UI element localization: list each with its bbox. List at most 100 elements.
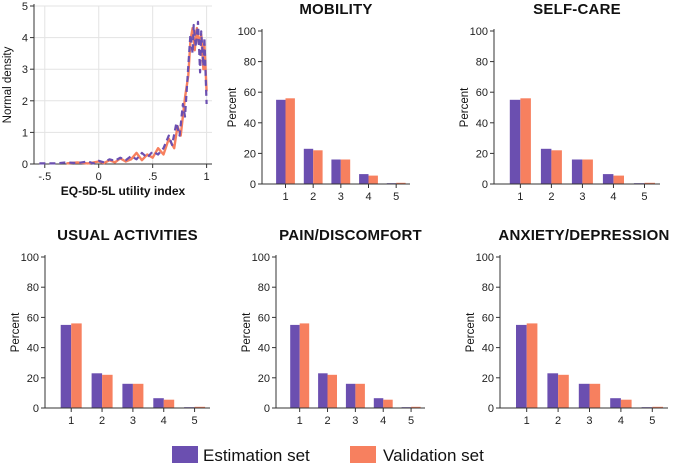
y-tick-label: 60 bbox=[27, 312, 39, 324]
y-tick-label: 2 bbox=[22, 96, 28, 108]
x-tick-label: 2 bbox=[310, 191, 316, 203]
x-tick-label: 2 bbox=[324, 415, 330, 427]
y-tick-label: 40 bbox=[482, 343, 494, 355]
bar-validation-level-2 bbox=[551, 150, 562, 184]
legend: Estimation set Validation set bbox=[172, 446, 484, 465]
y-tick-label: 5 bbox=[22, 1, 28, 13]
y-tick-label: 40 bbox=[244, 118, 256, 130]
legend-swatch-estimation bbox=[172, 446, 198, 463]
density-line-validation bbox=[66, 26, 208, 165]
x-tick-label: 1 bbox=[204, 171, 210, 183]
y-axis-label: Percent bbox=[10, 312, 22, 352]
y-axis-label: Percent bbox=[465, 312, 477, 352]
panel-usual-activities: 0 20 40 60 80 100 Percent 1 2 3 4 5 USUAL ACTIVITIES bbox=[10, 227, 210, 427]
x-tick-label: 2 bbox=[99, 415, 105, 427]
y-tick-label: 3 bbox=[22, 64, 28, 76]
bar-validation-level-2 bbox=[327, 374, 337, 408]
bar-estimation-level-2 bbox=[303, 148, 314, 184]
x-tick-label: 4 bbox=[380, 415, 386, 427]
density-line-estimation bbox=[39, 20, 208, 165]
y-tick-label: 100 bbox=[470, 26, 488, 38]
bar-estimation-level-3 bbox=[578, 383, 590, 408]
panel-title: PAIN/DISCOMFORT bbox=[279, 227, 422, 244]
y-tick-label: 0 bbox=[488, 403, 494, 415]
x-tick-label: 3 bbox=[338, 191, 344, 203]
panel-pain-discomfort: 0 20 40 60 80 100 Percent 1 2 3 4 5 PAIN/DISCOMFORT bbox=[241, 227, 425, 427]
bar-estimation-level-1 bbox=[509, 99, 521, 184]
x-tick-label: 3 bbox=[130, 415, 136, 427]
x-tick-label: 4 bbox=[161, 415, 167, 427]
y-tick-label: 20 bbox=[482, 373, 494, 385]
y-tick-label: 0 bbox=[250, 179, 256, 191]
bar-estimation-level-3 bbox=[571, 159, 583, 184]
y-tick-label: 0 bbox=[482, 179, 488, 191]
bar-estimation-level-3 bbox=[331, 159, 341, 184]
y-tick-label: 20 bbox=[258, 373, 270, 385]
bar-validation-level-5 bbox=[194, 406, 206, 408]
x-tick-label: 5 bbox=[408, 415, 414, 427]
bar-validation-level-1 bbox=[71, 323, 82, 408]
bar-estimation-level-1 bbox=[60, 324, 72, 408]
y-tick-label: 60 bbox=[482, 312, 494, 324]
bar-estimation-level-4 bbox=[610, 398, 621, 408]
x-tick-label: 4 bbox=[618, 415, 624, 427]
bar-validation-level-3 bbox=[132, 383, 144, 408]
y-tick-label: 20 bbox=[244, 148, 256, 160]
panel-title: SELF-CARE bbox=[533, 1, 621, 18]
panel-title: USUAL ACTIVITIES bbox=[57, 227, 198, 244]
x-axis-label: EQ-5D-5L utility index bbox=[61, 184, 186, 198]
bar-validation-level-5 bbox=[411, 406, 421, 408]
x-tick-label: 4 bbox=[365, 191, 371, 203]
x-tick-label: 3 bbox=[579, 191, 585, 203]
y-axis-label: Percent bbox=[227, 87, 239, 127]
x-tick-label: 5 bbox=[641, 191, 647, 203]
y-tick-label: 1 bbox=[22, 127, 28, 139]
bar-validation-level-4 bbox=[368, 175, 378, 184]
bar-estimation-level-2 bbox=[91, 373, 103, 408]
x-tick-label: 5 bbox=[649, 415, 655, 427]
x-tick-label: 5 bbox=[393, 191, 399, 203]
bar-validation-level-3 bbox=[582, 159, 593, 184]
x-tick-label: 2 bbox=[548, 191, 554, 203]
y-tick-label: 0 bbox=[264, 403, 270, 415]
legend-swatch-validation bbox=[350, 446, 376, 463]
x-tick-label: 3 bbox=[352, 415, 358, 427]
bar-validation-level-1 bbox=[520, 98, 531, 184]
panel-self-care: 0 20 40 60 80 100 Percent 1 2 3 4 5 SELF-CARE bbox=[459, 1, 660, 203]
bar-estimation-level-3 bbox=[122, 383, 133, 408]
bar-validation-level-4 bbox=[620, 399, 632, 408]
bar-validation-level-1 bbox=[526, 323, 538, 408]
y-tick-label: 80 bbox=[482, 282, 494, 294]
bar-estimation-level-4 bbox=[602, 174, 614, 184]
y-tick-label: 4 bbox=[22, 33, 28, 45]
bar-estimation-level-1 bbox=[516, 324, 527, 408]
bar-validation-level-2 bbox=[102, 374, 113, 408]
bar-estimation-level-4 bbox=[373, 398, 384, 408]
y-axis-label: Percent bbox=[241, 312, 253, 352]
x-tick-label: 4 bbox=[610, 191, 616, 203]
y-tick-label: 80 bbox=[27, 282, 39, 294]
bar-validation-level-2 bbox=[558, 374, 569, 408]
y-tick-label: 100 bbox=[238, 26, 256, 38]
bar-validation-level-2 bbox=[313, 150, 323, 184]
y-tick-label: 80 bbox=[244, 57, 256, 69]
y-tick-label: 100 bbox=[476, 252, 494, 264]
y-tick-label: 0 bbox=[33, 403, 39, 415]
x-tick-label: .5 bbox=[148, 171, 157, 183]
x-tick-label: 1 bbox=[524, 415, 530, 427]
x-tick-label: 1 bbox=[297, 415, 303, 427]
panel-density: 0 1 2 3 4 5 Normal density -.5 0 .5 1 EQ-5D-5L util… bbox=[2, 1, 212, 198]
y-tick-label: 60 bbox=[244, 87, 256, 99]
bar-validation-level-5 bbox=[396, 182, 406, 184]
x-tick-label: -.5 bbox=[38, 171, 51, 183]
y-tick-label: 100 bbox=[252, 252, 270, 264]
x-tick-label: 1 bbox=[517, 191, 523, 203]
y-tick-label: 40 bbox=[27, 343, 39, 355]
y-tick-label: 60 bbox=[258, 312, 270, 324]
bar-validation-level-3 bbox=[589, 383, 601, 408]
y-tick-label: 80 bbox=[258, 282, 270, 294]
x-tick-label: 1 bbox=[282, 191, 288, 203]
y-tick-label: 20 bbox=[476, 148, 488, 160]
panel-title: MOBILITY bbox=[299, 1, 372, 18]
